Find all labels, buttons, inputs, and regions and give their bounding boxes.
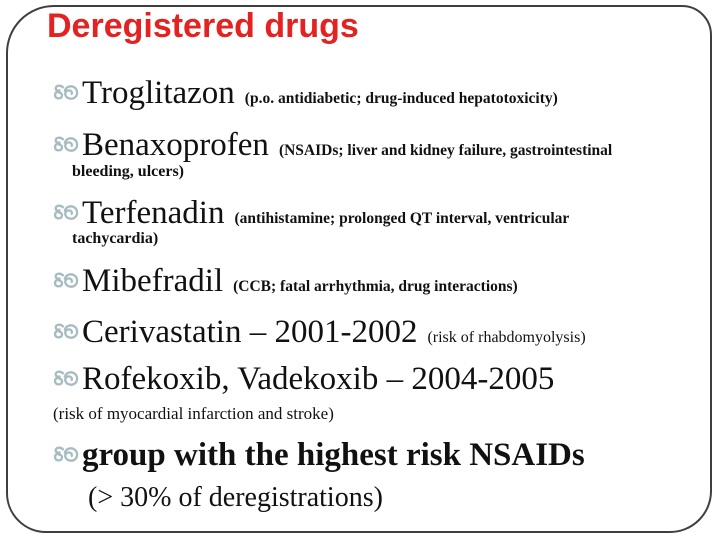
drug-note: (risk of rhabdomyolysis) [427,329,586,346]
bullet-item-rofekoxib-vadekoxib: Rofekoxib, Vadekoxib – 2004-2005 [52,360,554,398]
bullet-item-nsaids-group: group with the highest risk NSAIDs [52,436,585,474]
drug-note-continuation: bleeding, ulcers) [72,163,184,180]
bullet-item-terfenadin: Terfenadin (antihistamine; prolonged QT i… [52,194,569,238]
slide-title: Deregistered drugs [47,7,359,45]
drug-note-continuation: tachycardia) [72,230,159,247]
bullet-swirl-icon [53,323,79,339]
drug-name: group with the highest risk NSAIDs [82,437,585,473]
drug-name: Benaxoprofen [82,127,269,163]
drug-note: (p.o. antidiabetic; drug-induced hepatot… [244,90,558,107]
drug-name: Rofekoxib, Vadekoxib – 2004-2005 [82,361,555,397]
bullet-item-cerivastatin: Cerivastatin – 2001-2002 (risk of rhabdom… [52,313,586,357]
bullet-swirl-icon [53,272,79,288]
drug-note: (antihistamine; prolonged QT interval, v… [234,210,570,227]
bullet-swirl-icon [53,84,79,100]
drug-note: (CCB; fatal arrhythmia, drug interaction… [233,278,518,295]
bullet-item-troglitazon: Troglitazon (p.o. antidiabetic; drug-indu… [52,74,558,118]
drug-name: Mibefradil [82,263,224,299]
drug-name: Cerivastatin – 2001-2002 [82,314,418,350]
drug-note-continuation: (risk of myocardial infarction and strok… [53,404,334,423]
drug-name: Troglitazon [82,75,235,111]
bullet-swirl-icon [53,370,79,386]
drug-note: (NSAIDs; liver and kidney failure, gastr… [278,142,613,159]
bullet-swirl-icon [53,204,79,220]
bullet-swirl-icon [53,446,79,462]
drug-note-continuation: (> 30% of deregistrations) [88,482,383,513]
drug-name: Terfenadin [82,195,225,231]
bullet-item-benaxoprofen: Benaxoprofen (NSAIDs; liver and kidney fa… [52,126,612,170]
bullet-swirl-icon [53,136,79,152]
bullet-item-mibefradil: Mibefradil (CCB; fatal arrhythmia, drug i… [52,262,518,306]
